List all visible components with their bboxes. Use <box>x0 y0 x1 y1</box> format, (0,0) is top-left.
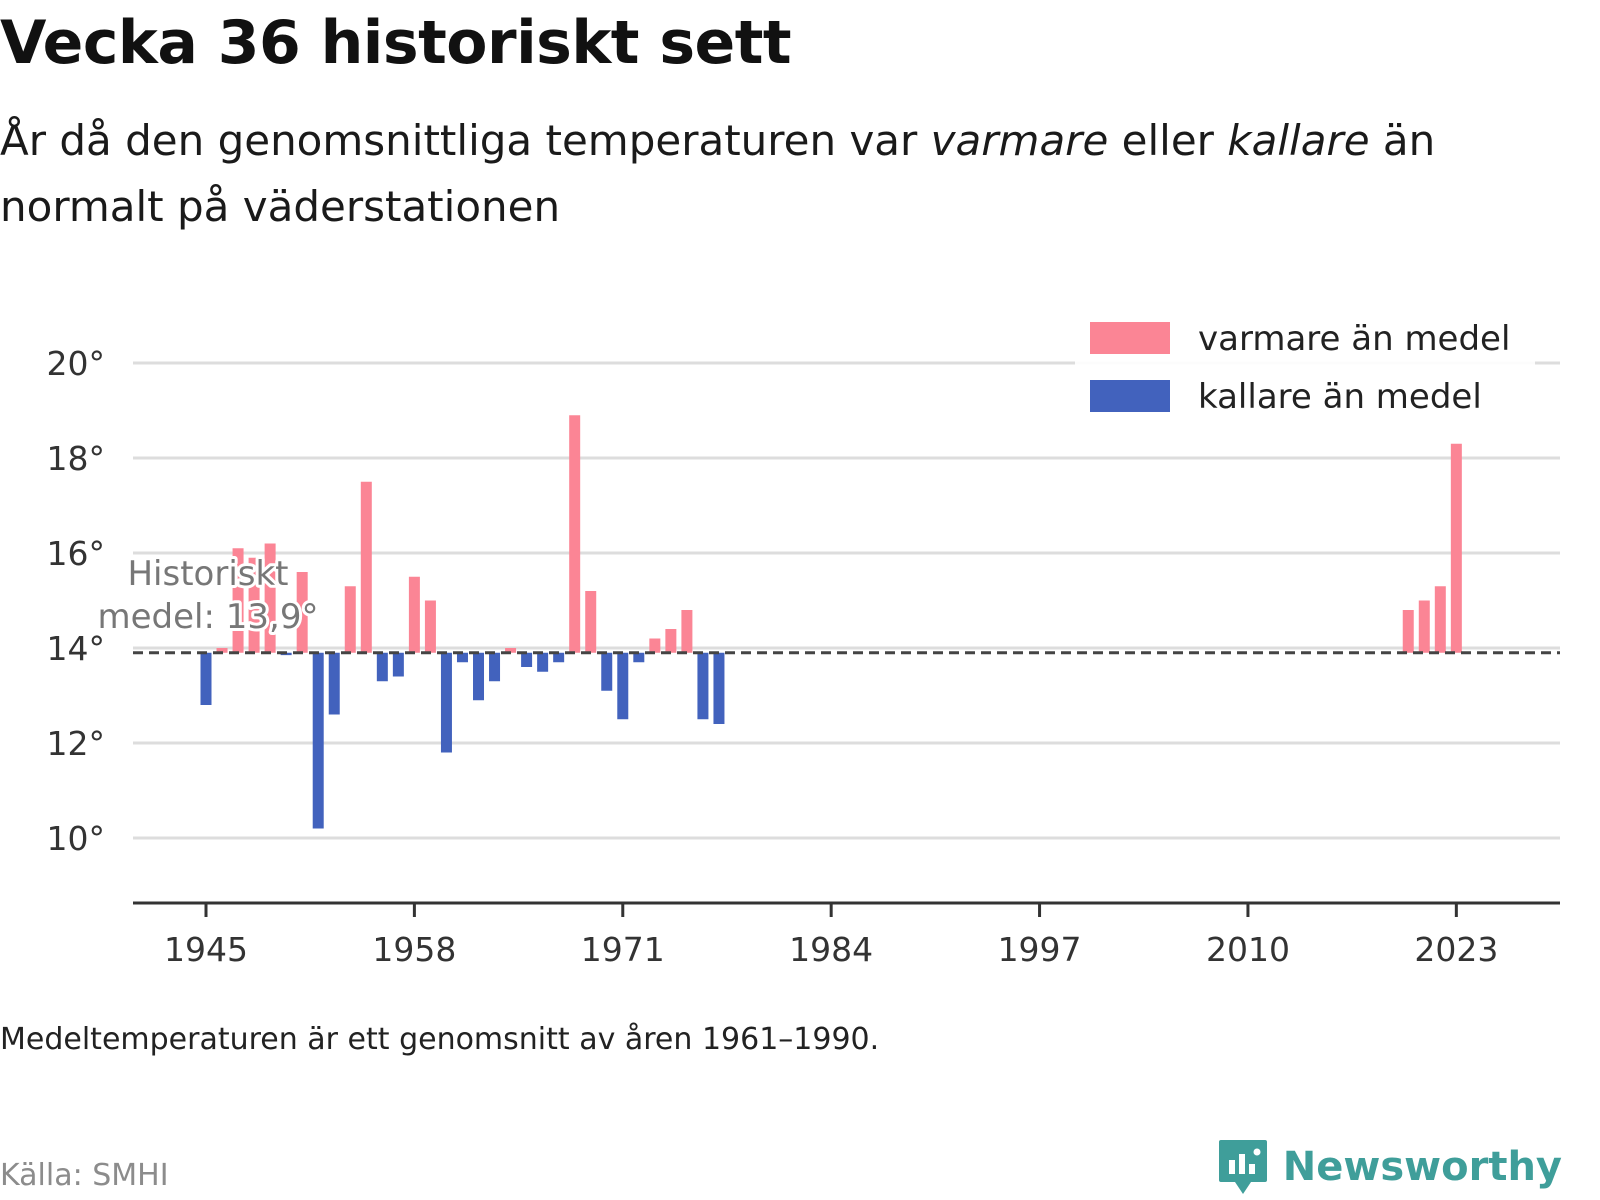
x-tick-label: 1945 <box>164 930 248 969</box>
x-tick-label: 1997 <box>998 930 1082 969</box>
bar-1973 <box>649 638 661 653</box>
bar-1966 <box>537 652 549 672</box>
bar-1948 <box>248 557 260 653</box>
bar-1975 <box>681 610 693 653</box>
bar-1951 <box>296 572 308 653</box>
subtitle-cold-word: kallare <box>1227 116 1370 165</box>
bar-1969 <box>585 591 597 653</box>
newsworthy-logo-icon <box>1218 1140 1267 1194</box>
subtitle-part-3: än normalt på väderstationen <box>0 116 1436 231</box>
brand-name: Newsworthy <box>1282 1144 1562 1190</box>
x-tick-label: 2010 <box>1206 930 1290 969</box>
bar-1947 <box>232 548 244 653</box>
x-axis-ticks: 1945 1958 1971 1984 1997 2010 2023 <box>164 903 1498 969</box>
bar-1959 <box>424 600 436 653</box>
legend: varmare än medel kallare än medel <box>1075 310 1535 420</box>
bar-1946 <box>216 648 228 653</box>
y-tick-label: 12° <box>47 724 106 763</box>
bar-1952 <box>312 652 324 829</box>
bar-1945 <box>200 652 212 705</box>
bar-1961 <box>456 652 468 663</box>
bar-2022 <box>1434 586 1446 653</box>
bar-1972 <box>633 652 645 663</box>
bar-1977 <box>713 652 725 724</box>
bar-2023 <box>1450 443 1462 653</box>
bar-1963 <box>489 652 501 682</box>
subtitle-warm-word: varmare <box>930 116 1109 165</box>
temperature-bar-chart: 10° 12° 14° 16° 18° 20° Historiskt medel: 13,… <box>46 310 1560 969</box>
x-tick-label: 2023 <box>1414 930 1498 969</box>
bar-1958 <box>408 576 420 653</box>
mean-label-line-2: medel: 13,9° <box>98 597 319 637</box>
subtitle-part-2: eller <box>1108 116 1228 165</box>
chart-subtitle: År då den genomsnittliga temperaturen va… <box>0 108 1540 240</box>
bar-1976 <box>697 652 709 720</box>
y-tick-label: 16° <box>47 534 106 573</box>
bars <box>200 415 1462 829</box>
bar-1954 <box>344 586 356 653</box>
subtitle-part-1: År då den genomsnittliga temperaturen va… <box>0 116 931 165</box>
bar-1964 <box>505 648 517 653</box>
bar-1960 <box>440 652 452 753</box>
bar-1971 <box>617 652 629 720</box>
source-label: Källa: SMHI <box>0 1158 169 1193</box>
bar-1957 <box>392 652 404 677</box>
bar-1970 <box>601 652 613 691</box>
legend-cold-label: kallare än medel <box>1198 377 1482 417</box>
bar-1967 <box>553 652 565 663</box>
bar-1962 <box>473 652 485 701</box>
bar-1968 <box>569 415 581 653</box>
x-tick-label: 1971 <box>581 930 665 969</box>
bar-1949 <box>264 543 276 653</box>
bar-1956 <box>376 652 388 682</box>
bar-1953 <box>328 652 340 715</box>
bar-1974 <box>665 629 677 653</box>
y-tick-label: 14° <box>47 629 106 668</box>
chart-title: Vecka 36 historiskt sett <box>0 8 792 78</box>
brand: Newsworthy <box>1217 1138 1562 1196</box>
bar-1955 <box>360 481 372 653</box>
bar-1965 <box>521 652 533 667</box>
y-axis-ticks: 10° 12° 14° 16° 18° 20° <box>47 344 106 858</box>
y-tick-label: 20° <box>47 344 106 383</box>
bar-2020 <box>1402 610 1414 653</box>
mean-label-line-1: Historiskt <box>127 554 288 594</box>
x-tick-label: 1984 <box>789 930 873 969</box>
legend-warm-label: varmare än medel <box>1198 319 1510 359</box>
legend-warm-swatch <box>1090 322 1170 354</box>
bar-2021 <box>1418 600 1430 653</box>
legend-cold-swatch <box>1090 380 1170 412</box>
footnote: Medeltemperaturen är ett genomsnitt av å… <box>0 1022 880 1057</box>
y-tick-label: 18° <box>47 439 106 478</box>
x-tick-label: 1958 <box>372 930 456 969</box>
y-tick-label: 10° <box>47 819 106 858</box>
